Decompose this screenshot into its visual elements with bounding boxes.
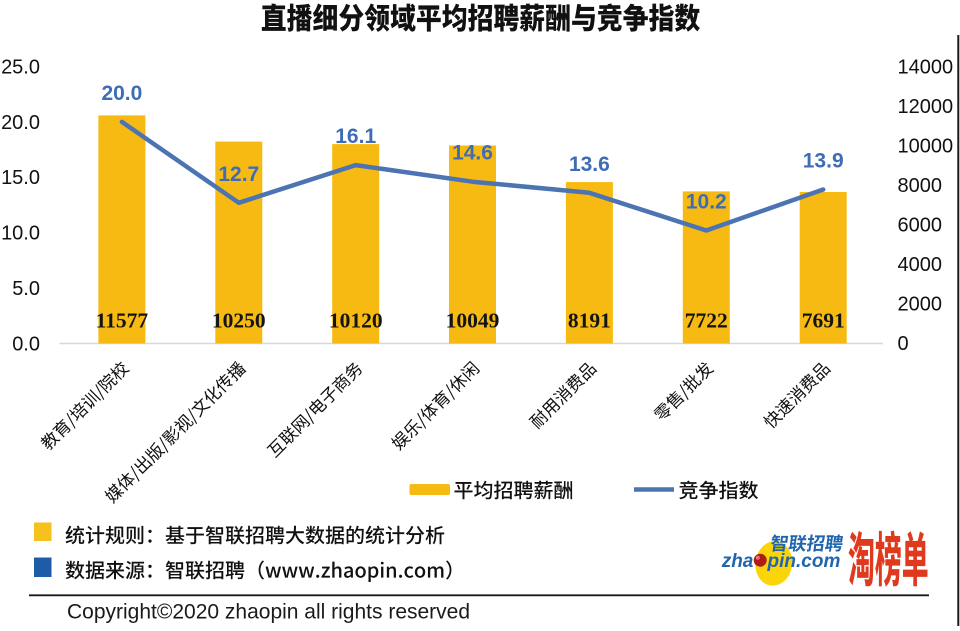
svg-text:10250: 10250 xyxy=(212,309,266,333)
svg-text:11577: 11577 xyxy=(96,309,149,333)
svg-text:4000: 4000 xyxy=(898,254,943,276)
svg-text:pin.com: pin.com xyxy=(767,551,841,572)
svg-text:zha: zha xyxy=(721,551,754,572)
svg-text:10000: 10000 xyxy=(898,135,954,157)
svg-text:10.2: 10.2 xyxy=(686,191,727,214)
svg-text:7722: 7722 xyxy=(685,309,728,333)
svg-text:12.7: 12.7 xyxy=(218,163,259,186)
svg-text:10.0: 10.0 xyxy=(1,223,40,245)
svg-text:14.6: 14.6 xyxy=(452,142,493,165)
svg-text:10120: 10120 xyxy=(329,309,383,333)
svg-text:12000: 12000 xyxy=(898,96,954,118)
svg-text:0.0: 0.0 xyxy=(12,333,40,355)
svg-text:13.9: 13.9 xyxy=(803,150,844,173)
svg-text:8191: 8191 xyxy=(568,309,611,333)
svg-text:5.0: 5.0 xyxy=(12,278,40,300)
svg-text:2000: 2000 xyxy=(898,294,943,316)
svg-text:7691: 7691 xyxy=(802,309,845,333)
svg-text:20.0: 20.0 xyxy=(101,82,142,105)
svg-text:14000: 14000 xyxy=(898,56,954,78)
svg-text:10049: 10049 xyxy=(446,309,500,333)
svg-text:Copyright©2020 zhaopin all rig: Copyright©2020 zhaopin all rights reserv… xyxy=(67,600,470,623)
svg-text:6000: 6000 xyxy=(898,215,943,237)
svg-text:20.0: 20.0 xyxy=(1,112,40,134)
svg-text:25.0: 25.0 xyxy=(1,56,40,78)
svg-text:15.0: 15.0 xyxy=(1,167,40,189)
svg-text:13.6: 13.6 xyxy=(569,153,610,176)
svg-text:16.1: 16.1 xyxy=(335,125,376,148)
svg-text:0: 0 xyxy=(898,333,909,355)
svg-text:8000: 8000 xyxy=(898,175,943,197)
